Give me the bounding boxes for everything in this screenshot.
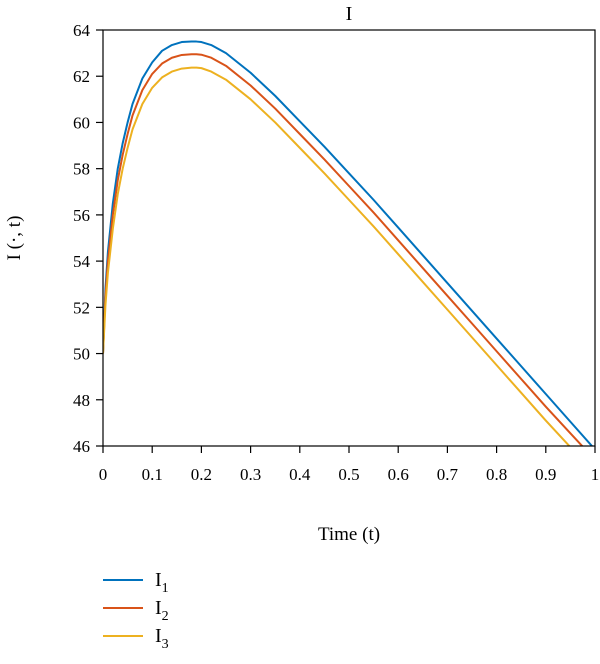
y-axis-ticks: 46 48 50 52 54 56 58 60 62 64: [73, 21, 103, 456]
y-tick-label: 50: [73, 345, 90, 364]
y-tick-label: 64: [73, 21, 91, 40]
legend-label-3: I3: [155, 625, 169, 652]
y-tick-label: 54: [73, 252, 91, 271]
plot-frame: [102, 29, 596, 447]
series-line-1: [103, 40, 594, 446]
x-tick-label: 0: [99, 465, 108, 484]
y-tick-label: 56: [73, 206, 90, 225]
x-axis-label: Time (t): [318, 524, 380, 545]
x-tick-label: 0.6: [388, 465, 409, 484]
y-tick-label: 46: [73, 437, 90, 456]
y-tick-label: 62: [73, 67, 90, 86]
y-tick-label: 58: [73, 160, 90, 179]
x-tick-label: 0.4: [289, 465, 311, 484]
y-tick-label: 48: [73, 391, 90, 410]
series-layer: [103, 40, 594, 446]
x-tick-label: 0.3: [240, 465, 261, 484]
chart-title: I: [346, 3, 353, 25]
series-line-3: [103, 66, 571, 446]
x-axis-ticks: 0 0.1 0.2 0.3 0.4 0.5 0.6 0.7 0.8 0.9 1: [99, 446, 600, 484]
series-line-2: [103, 53, 584, 446]
y-axis-label: I (·, t): [4, 216, 25, 261]
legend-label-2: I2: [155, 597, 169, 624]
x-tick-label: 0.5: [338, 465, 359, 484]
x-tick-label: 0.1: [142, 465, 163, 484]
y-tick-label: 52: [73, 298, 90, 317]
y-tick-label: 60: [73, 113, 90, 132]
x-tick-label: 0.2: [191, 465, 212, 484]
x-tick-label: 1: [591, 465, 600, 484]
x-tick-label: 0.9: [535, 465, 556, 484]
x-tick-label: 0.7: [437, 465, 459, 484]
legend-label-1: I1: [155, 569, 169, 596]
x-tick-label: 0.8: [486, 465, 507, 484]
